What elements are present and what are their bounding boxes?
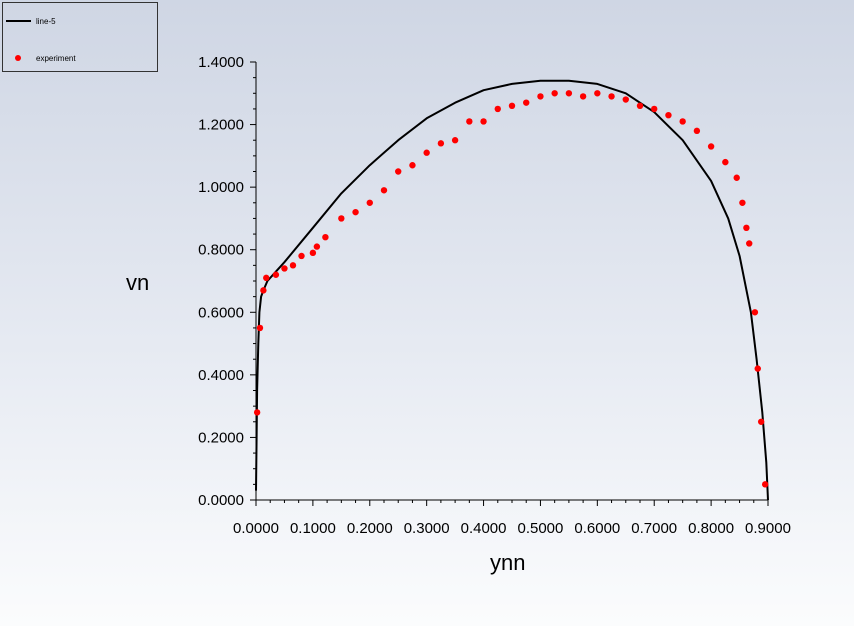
experiment-point [281, 265, 288, 272]
y-tick-label: 0.0000 [198, 492, 244, 509]
legend-item-line: line-5 [3, 15, 56, 27]
x-tick-label: 0.1000 [290, 520, 336, 537]
experiment-point [622, 96, 629, 103]
experiment-point [757, 418, 765, 425]
experiment-point [523, 99, 530, 106]
experiment-point [466, 118, 473, 125]
legend-dot-swatch [3, 52, 33, 64]
experiment-point [272, 271, 280, 278]
experiment-point [636, 102, 644, 110]
experiment-point [608, 93, 615, 100]
experiment-point [263, 274, 270, 282]
x-tick-label: 0.3000 [404, 520, 450, 537]
experiment-point [256, 324, 264, 332]
y-tick-label: 1.0000 [198, 179, 244, 196]
legend-label: experiment [36, 53, 76, 63]
experiment-point [693, 127, 701, 135]
x-tick-label: 0.0000 [233, 520, 279, 537]
series-line-line-5 [255, 79, 769, 501]
experiment-point [743, 224, 750, 232]
experiment-point [380, 187, 388, 194]
experiment-point [423, 149, 430, 156]
experiment-point [551, 90, 558, 97]
experiment-point [679, 118, 686, 125]
experiment-point [508, 102, 516, 110]
y-tick-label: 0.4000 [198, 367, 244, 384]
experiment-point [298, 252, 305, 260]
experiment-point [746, 240, 753, 247]
experiment-point [409, 162, 416, 169]
y-tick-label: 1.4000 [198, 54, 244, 71]
x-tick-label: 0.4000 [461, 520, 507, 537]
experiment-point [352, 208, 359, 216]
y-tick-label: 0.8000 [198, 242, 244, 259]
legend-item-experiment: experiment [3, 52, 76, 64]
experiment-point [338, 215, 345, 222]
experiment-point [480, 118, 487, 125]
experiment-point [665, 111, 672, 119]
experiment-point [751, 309, 759, 316]
experiment-point [707, 143, 715, 150]
experiment-point [322, 234, 329, 241]
experiment-point [289, 262, 297, 269]
experiment-point [366, 199, 373, 206]
experiment-point [253, 409, 261, 416]
y-tick-label: 1.2000 [198, 117, 244, 134]
y-tick-label: 0.2000 [198, 429, 244, 446]
x-tick-label: 0.8000 [688, 520, 734, 537]
y-tick-label: 0.6000 [198, 304, 244, 321]
experiment-point [733, 174, 740, 181]
experiment-point [260, 287, 267, 294]
legend-label: line-5 [36, 16, 56, 26]
legend-line-swatch [3, 15, 33, 27]
experiment-point [579, 93, 587, 100]
x-tick-label: 0.6000 [574, 520, 620, 537]
experiment-point [395, 168, 402, 175]
experiment-point [537, 93, 544, 100]
experiment-point [739, 199, 746, 206]
experiment-point [313, 243, 321, 250]
experiment-point [754, 365, 761, 372]
experiment-point [594, 90, 601, 97]
experiment-point [494, 105, 501, 113]
y-axis-title: vn [126, 270, 150, 295]
x-tick-label: 0.2000 [347, 520, 393, 537]
x-tick-label: 0.9000 [745, 520, 791, 537]
experiment-point [451, 137, 459, 144]
x-axis-title: ynn [490, 550, 526, 575]
experiment-point [651, 105, 658, 113]
experiment-point [565, 90, 573, 97]
x-tick-label: 0.5000 [517, 520, 563, 537]
x-tick-label: 0.7000 [631, 520, 677, 537]
experiment-point [722, 158, 729, 166]
experiment-point [761, 481, 769, 488]
legend: line-5 experiment [2, 2, 158, 72]
experiment-point [437, 140, 445, 147]
experiment-point [309, 249, 317, 257]
